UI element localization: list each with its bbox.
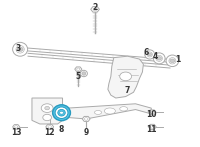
Ellipse shape: [13, 42, 28, 56]
Polygon shape: [148, 124, 156, 129]
Text: 5: 5: [76, 72, 81, 81]
Ellipse shape: [94, 111, 102, 114]
Circle shape: [60, 111, 64, 114]
Ellipse shape: [80, 70, 87, 77]
Text: 4: 4: [153, 52, 158, 61]
Ellipse shape: [153, 53, 165, 64]
Ellipse shape: [169, 58, 176, 64]
Polygon shape: [91, 7, 99, 12]
Ellipse shape: [53, 105, 70, 121]
Ellipse shape: [82, 72, 86, 75]
Circle shape: [41, 104, 53, 112]
Polygon shape: [67, 104, 151, 119]
Circle shape: [77, 68, 80, 70]
Ellipse shape: [166, 55, 179, 67]
Circle shape: [45, 106, 50, 110]
Circle shape: [150, 126, 154, 128]
Ellipse shape: [55, 107, 68, 118]
Text: 11: 11: [146, 125, 157, 133]
Text: 3: 3: [16, 45, 21, 54]
Circle shape: [150, 111, 154, 114]
Text: 12: 12: [44, 128, 55, 137]
Text: 8: 8: [59, 125, 64, 133]
Ellipse shape: [147, 52, 152, 57]
Ellipse shape: [104, 108, 115, 114]
Circle shape: [157, 57, 162, 60]
Text: 13: 13: [11, 128, 21, 137]
Polygon shape: [82, 116, 90, 121]
Polygon shape: [32, 98, 63, 124]
Ellipse shape: [58, 109, 65, 116]
Text: 2: 2: [92, 3, 98, 12]
Polygon shape: [46, 124, 54, 129]
Circle shape: [148, 53, 152, 56]
Circle shape: [82, 72, 85, 75]
Text: 7: 7: [125, 86, 130, 95]
Circle shape: [120, 72, 132, 81]
Circle shape: [15, 126, 18, 128]
Ellipse shape: [145, 50, 155, 59]
Circle shape: [84, 118, 88, 120]
Circle shape: [48, 126, 51, 128]
Ellipse shape: [16, 45, 24, 53]
Polygon shape: [13, 125, 20, 129]
Text: 6: 6: [144, 48, 149, 57]
Polygon shape: [148, 110, 156, 115]
Circle shape: [43, 114, 51, 121]
Polygon shape: [75, 67, 82, 71]
Text: 10: 10: [146, 110, 157, 119]
Circle shape: [170, 59, 175, 63]
Polygon shape: [108, 56, 143, 98]
Circle shape: [17, 47, 23, 51]
Circle shape: [93, 8, 97, 11]
Ellipse shape: [156, 55, 162, 61]
Text: 1: 1: [175, 55, 181, 64]
Ellipse shape: [120, 107, 128, 111]
Text: 9: 9: [84, 128, 89, 137]
